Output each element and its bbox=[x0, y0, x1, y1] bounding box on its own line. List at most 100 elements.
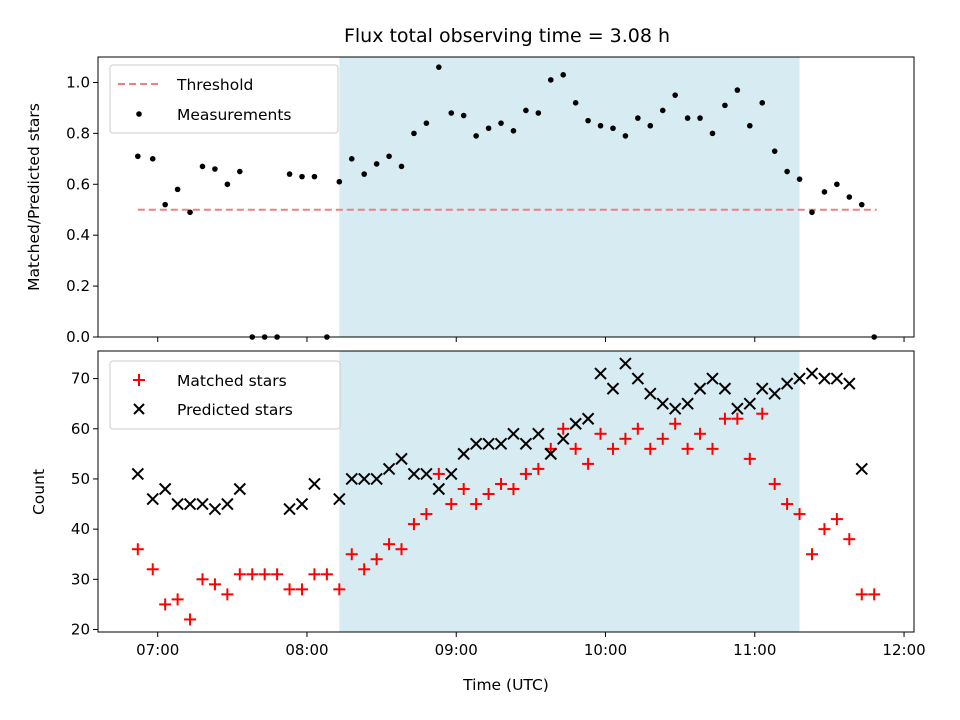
matched-point bbox=[557, 422, 570, 435]
count-y-axis-label: Count bbox=[30, 469, 48, 515]
measurement-point bbox=[672, 92, 678, 98]
matched-point bbox=[830, 513, 843, 526]
predicted-point bbox=[606, 382, 620, 395]
measurement-point bbox=[311, 173, 318, 180]
matched-point bbox=[146, 563, 159, 576]
count-panel: 20 30 40 50 60 70 07:00 08:00 09:00 10:00 11:00 12… bbox=[30, 350, 926, 694]
matched-point bbox=[131, 543, 144, 556]
predicted-point bbox=[557, 432, 570, 446]
matched-point bbox=[258, 568, 271, 581]
matched-point bbox=[843, 533, 856, 546]
predicted-point bbox=[805, 367, 819, 380]
measurement-point bbox=[224, 181, 231, 188]
matched-point bbox=[432, 467, 445, 480]
measurement-point bbox=[547, 77, 554, 83]
matched-point bbox=[445, 498, 458, 511]
predicted-point bbox=[283, 502, 296, 516]
matched-point bbox=[756, 407, 769, 420]
observing-span-shade bbox=[339, 57, 800, 337]
measurement-point bbox=[398, 163, 405, 170]
legend-predicted-label: Predicted stars bbox=[177, 401, 293, 419]
predicted-point bbox=[693, 382, 707, 395]
measurement-point bbox=[709, 130, 716, 137]
measurement-point bbox=[597, 122, 604, 129]
ratio-y-ticks: 0.0 0.2 0.4 0.6 0.8 1.0 bbox=[66, 73, 98, 346]
matched-point bbox=[818, 523, 831, 536]
matched-point bbox=[868, 588, 881, 601]
matched-point bbox=[743, 452, 756, 465]
measurement-point bbox=[834, 181, 840, 188]
measurement-point bbox=[572, 100, 579, 106]
matched-point bbox=[681, 442, 694, 455]
matched-point bbox=[196, 573, 209, 586]
matched-point bbox=[644, 442, 657, 455]
predicted-point bbox=[196, 497, 209, 511]
measurement-point bbox=[299, 173, 305, 180]
matched-point bbox=[656, 432, 669, 445]
predicted-point bbox=[382, 462, 396, 476]
measurement-point bbox=[199, 163, 206, 170]
measurement-point bbox=[622, 133, 629, 139]
predicted-point bbox=[183, 497, 197, 511]
measurement-point bbox=[585, 117, 591, 124]
measurement-points bbox=[135, 64, 877, 340]
measurement-point bbox=[647, 122, 654, 129]
predicted-point bbox=[494, 437, 508, 451]
measurement-point bbox=[460, 112, 467, 119]
matched-point bbox=[706, 442, 719, 455]
measurement-point bbox=[411, 130, 417, 137]
predicted-point bbox=[146, 492, 159, 506]
predicted-point bbox=[507, 427, 520, 441]
count-legend: Matched stars Predicted stars bbox=[109, 360, 341, 430]
predicted-point bbox=[233, 482, 247, 496]
predicted-point bbox=[780, 377, 794, 390]
predicted-point bbox=[221, 497, 234, 511]
matched-point bbox=[507, 482, 520, 495]
predicted-point bbox=[631, 372, 645, 385]
y-tick-label: 30 bbox=[71, 570, 90, 588]
count-points bbox=[131, 357, 881, 626]
matched-point bbox=[731, 412, 744, 425]
measurement-point bbox=[560, 72, 567, 78]
predicted-point bbox=[581, 412, 595, 425]
predicted-point bbox=[357, 472, 371, 486]
measurement-point bbox=[635, 115, 641, 121]
y-tick-label: 60 bbox=[71, 420, 90, 438]
x-tick-label: 10:00 bbox=[584, 641, 627, 659]
y-tick-label: 70 bbox=[71, 370, 90, 388]
predicted-point bbox=[855, 462, 868, 476]
matched-point bbox=[184, 613, 197, 626]
matched-point bbox=[221, 588, 234, 601]
matched-point bbox=[793, 508, 806, 521]
observing-span-shade bbox=[339, 351, 800, 632]
measurement-point bbox=[448, 110, 455, 116]
matched-point bbox=[594, 427, 607, 440]
y-tick-label: 0.0 bbox=[66, 328, 90, 346]
matched-point bbox=[619, 432, 632, 445]
matched-point bbox=[519, 467, 532, 480]
matched-point bbox=[420, 508, 433, 521]
measurement-point bbox=[348, 156, 355, 162]
measurement-point bbox=[722, 102, 728, 109]
count-y-ticks: 20 30 40 50 60 70 bbox=[71, 370, 98, 638]
predicted-point bbox=[681, 397, 694, 410]
predicted-point bbox=[333, 492, 346, 506]
matched-point bbox=[495, 477, 508, 490]
measurement-point bbox=[498, 120, 504, 126]
x-tick-label: 11:00 bbox=[733, 641, 776, 659]
measurement-point bbox=[135, 153, 141, 160]
measurement-point bbox=[821, 189, 828, 195]
y-tick-label: 20 bbox=[71, 620, 90, 638]
matched-point bbox=[171, 593, 184, 606]
predicted-point bbox=[158, 482, 172, 496]
y-tick-label: 0.4 bbox=[66, 226, 90, 244]
measurement-point bbox=[286, 171, 293, 177]
predicted-point bbox=[519, 437, 533, 451]
predicted-point bbox=[793, 372, 806, 385]
measurement-point bbox=[759, 100, 766, 106]
measurement-point bbox=[436, 64, 442, 70]
measurement-point bbox=[187, 209, 193, 216]
predicted-point bbox=[668, 402, 682, 415]
measurement-point bbox=[747, 122, 753, 129]
